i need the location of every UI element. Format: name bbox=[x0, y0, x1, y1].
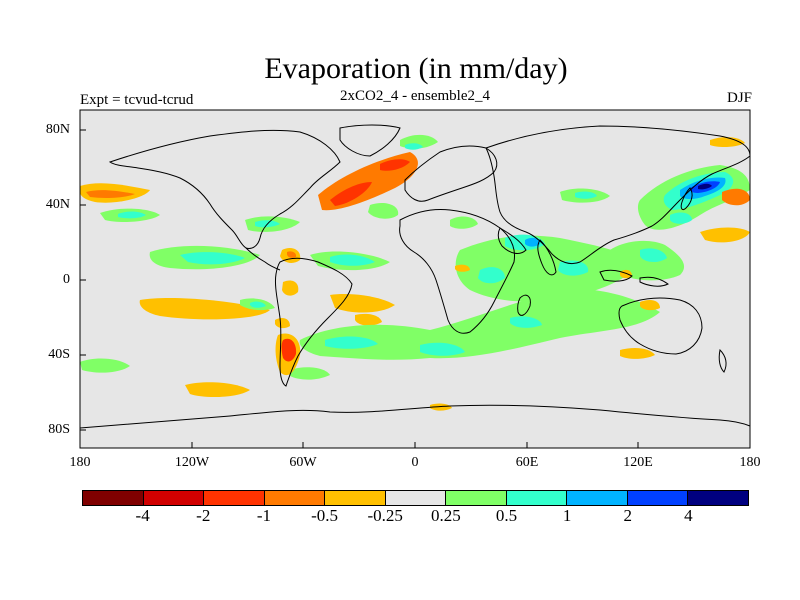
patch-ant-orange bbox=[430, 403, 452, 411]
lat-tick-0: 0 bbox=[63, 272, 70, 287]
coast-asia bbox=[485, 125, 751, 265]
lon-tick-120e: 120E bbox=[623, 455, 653, 470]
colorbar-label: 4 bbox=[684, 506, 693, 525]
coast-arabia bbox=[497, 227, 527, 254]
colorbar-label: 0.25 bbox=[430, 506, 461, 525]
colorbar-segment-1 bbox=[143, 491, 205, 505]
patch-satl-orange bbox=[330, 294, 395, 313]
colorbar-segment-0 bbox=[83, 491, 144, 505]
coast-india bbox=[537, 239, 557, 276]
lat-tick-40s: 40S bbox=[48, 347, 70, 362]
coast-australia bbox=[618, 297, 703, 355]
patch-spac-green bbox=[80, 358, 130, 373]
colorbar-segment-8 bbox=[567, 491, 628, 505]
coast-europe bbox=[404, 145, 498, 202]
patch-nwp-cyan2 bbox=[670, 212, 692, 224]
coast-new-zealand bbox=[718, 348, 727, 373]
patch-io-orange bbox=[455, 264, 470, 272]
patch-sa-orange3 bbox=[275, 318, 290, 329]
patch-npac-red bbox=[86, 190, 135, 198]
axis-ticks bbox=[79, 129, 751, 448]
plot-title: Evaporation (in mm/day) bbox=[264, 52, 568, 85]
patch-io-cyan3 bbox=[558, 260, 589, 276]
coast-north-america bbox=[108, 129, 341, 249]
lon-tick-180e: 180 bbox=[739, 455, 761, 470]
coast-south-america bbox=[275, 257, 353, 387]
patch-natl-red2 bbox=[380, 159, 410, 171]
colorbar-label: -0.25 bbox=[367, 506, 403, 525]
patch-nep-orange bbox=[722, 188, 750, 206]
colorbar-label: -0.5 bbox=[311, 506, 338, 525]
patch-so-cyan2 bbox=[420, 342, 465, 356]
patch-so-green2 bbox=[290, 367, 330, 380]
patch-tatl-cyan bbox=[330, 254, 375, 266]
colorbar-label: 0.5 bbox=[495, 506, 518, 525]
patch-pac-cyan2 bbox=[180, 252, 245, 265]
lat-tick-80n: 80N bbox=[45, 122, 70, 137]
patch-nwp-darkblue bbox=[698, 183, 712, 190]
patch-mc-cyan bbox=[640, 248, 667, 263]
patch-pac-cyan3 bbox=[250, 301, 266, 308]
patch-aus-orange bbox=[620, 347, 655, 359]
patch-natl-green bbox=[368, 203, 399, 219]
patch-natl-red1 bbox=[330, 182, 372, 206]
colorbar-label: -1 bbox=[256, 506, 271, 525]
anomaly-patches bbox=[80, 134, 750, 411]
patch-io-orange2 bbox=[640, 300, 660, 311]
coastlines bbox=[79, 124, 751, 429]
coast-africa bbox=[399, 209, 515, 334]
patch-so-cyan bbox=[325, 336, 378, 349]
colorbar-segment-5 bbox=[385, 491, 447, 505]
patch-pac-cyan1 bbox=[118, 211, 146, 219]
colorbar-segment-7 bbox=[506, 491, 568, 505]
patch-nsa-red bbox=[287, 251, 297, 258]
coast-greenland bbox=[339, 124, 401, 157]
lon-tick-60e: 60E bbox=[515, 455, 539, 470]
colorbar-label: 2 bbox=[623, 506, 632, 525]
patch-arctic-cyan bbox=[405, 143, 423, 150]
colorbar-segment-3 bbox=[264, 491, 326, 505]
coast-antarctica bbox=[79, 404, 751, 429]
ensemble-label: 2xCO2_4 - ensemble2_4 bbox=[340, 88, 490, 104]
patch-so-cyan3 bbox=[510, 316, 542, 328]
colorbar-segment-2 bbox=[204, 491, 265, 505]
lat-tick-80s: 80S bbox=[48, 422, 70, 437]
patch-pac-orange2 bbox=[139, 298, 270, 320]
season-label: DJF bbox=[726, 90, 752, 106]
patch-asia-cyan bbox=[575, 191, 597, 199]
lon-tick-60w: 60W bbox=[289, 455, 317, 470]
colorbar-label: 1 bbox=[562, 506, 572, 525]
colorbar-segment-6 bbox=[446, 491, 507, 505]
colorbar bbox=[82, 490, 749, 506]
coast-madagascar bbox=[517, 294, 531, 316]
colorbar-segment-10 bbox=[688, 491, 749, 505]
coast-central-america bbox=[245, 247, 281, 271]
patch-spac-orange bbox=[185, 382, 250, 398]
patch-io-cyan2 bbox=[478, 267, 505, 284]
colorbar-label: -4 bbox=[135, 506, 150, 525]
coast-japan bbox=[680, 187, 693, 211]
colorbar-segment-9 bbox=[627, 491, 689, 505]
colorbar-segment-4 bbox=[325, 491, 386, 505]
patch-so-green bbox=[299, 289, 660, 360]
lat-tick-40n: 40N bbox=[45, 197, 70, 212]
patch-nep-orange2 bbox=[700, 227, 750, 243]
patch-sa-orange2 bbox=[282, 280, 299, 296]
lon-tick-0: 0 bbox=[411, 455, 419, 470]
colorbar-label: -2 bbox=[196, 506, 211, 525]
patch-sa-red bbox=[281, 338, 297, 362]
experiment-label: Expt = tcvud-tcrud bbox=[80, 92, 194, 108]
patch-africa-green bbox=[450, 216, 478, 229]
patch-np-orange bbox=[710, 137, 745, 148]
coast-indonesia bbox=[599, 269, 669, 287]
lon-tick-180w: 180 bbox=[69, 455, 91, 470]
lon-tick-120w: 120W bbox=[174, 455, 210, 470]
patch-io-blue bbox=[525, 237, 540, 247]
patch-satl-orange2 bbox=[355, 313, 382, 326]
